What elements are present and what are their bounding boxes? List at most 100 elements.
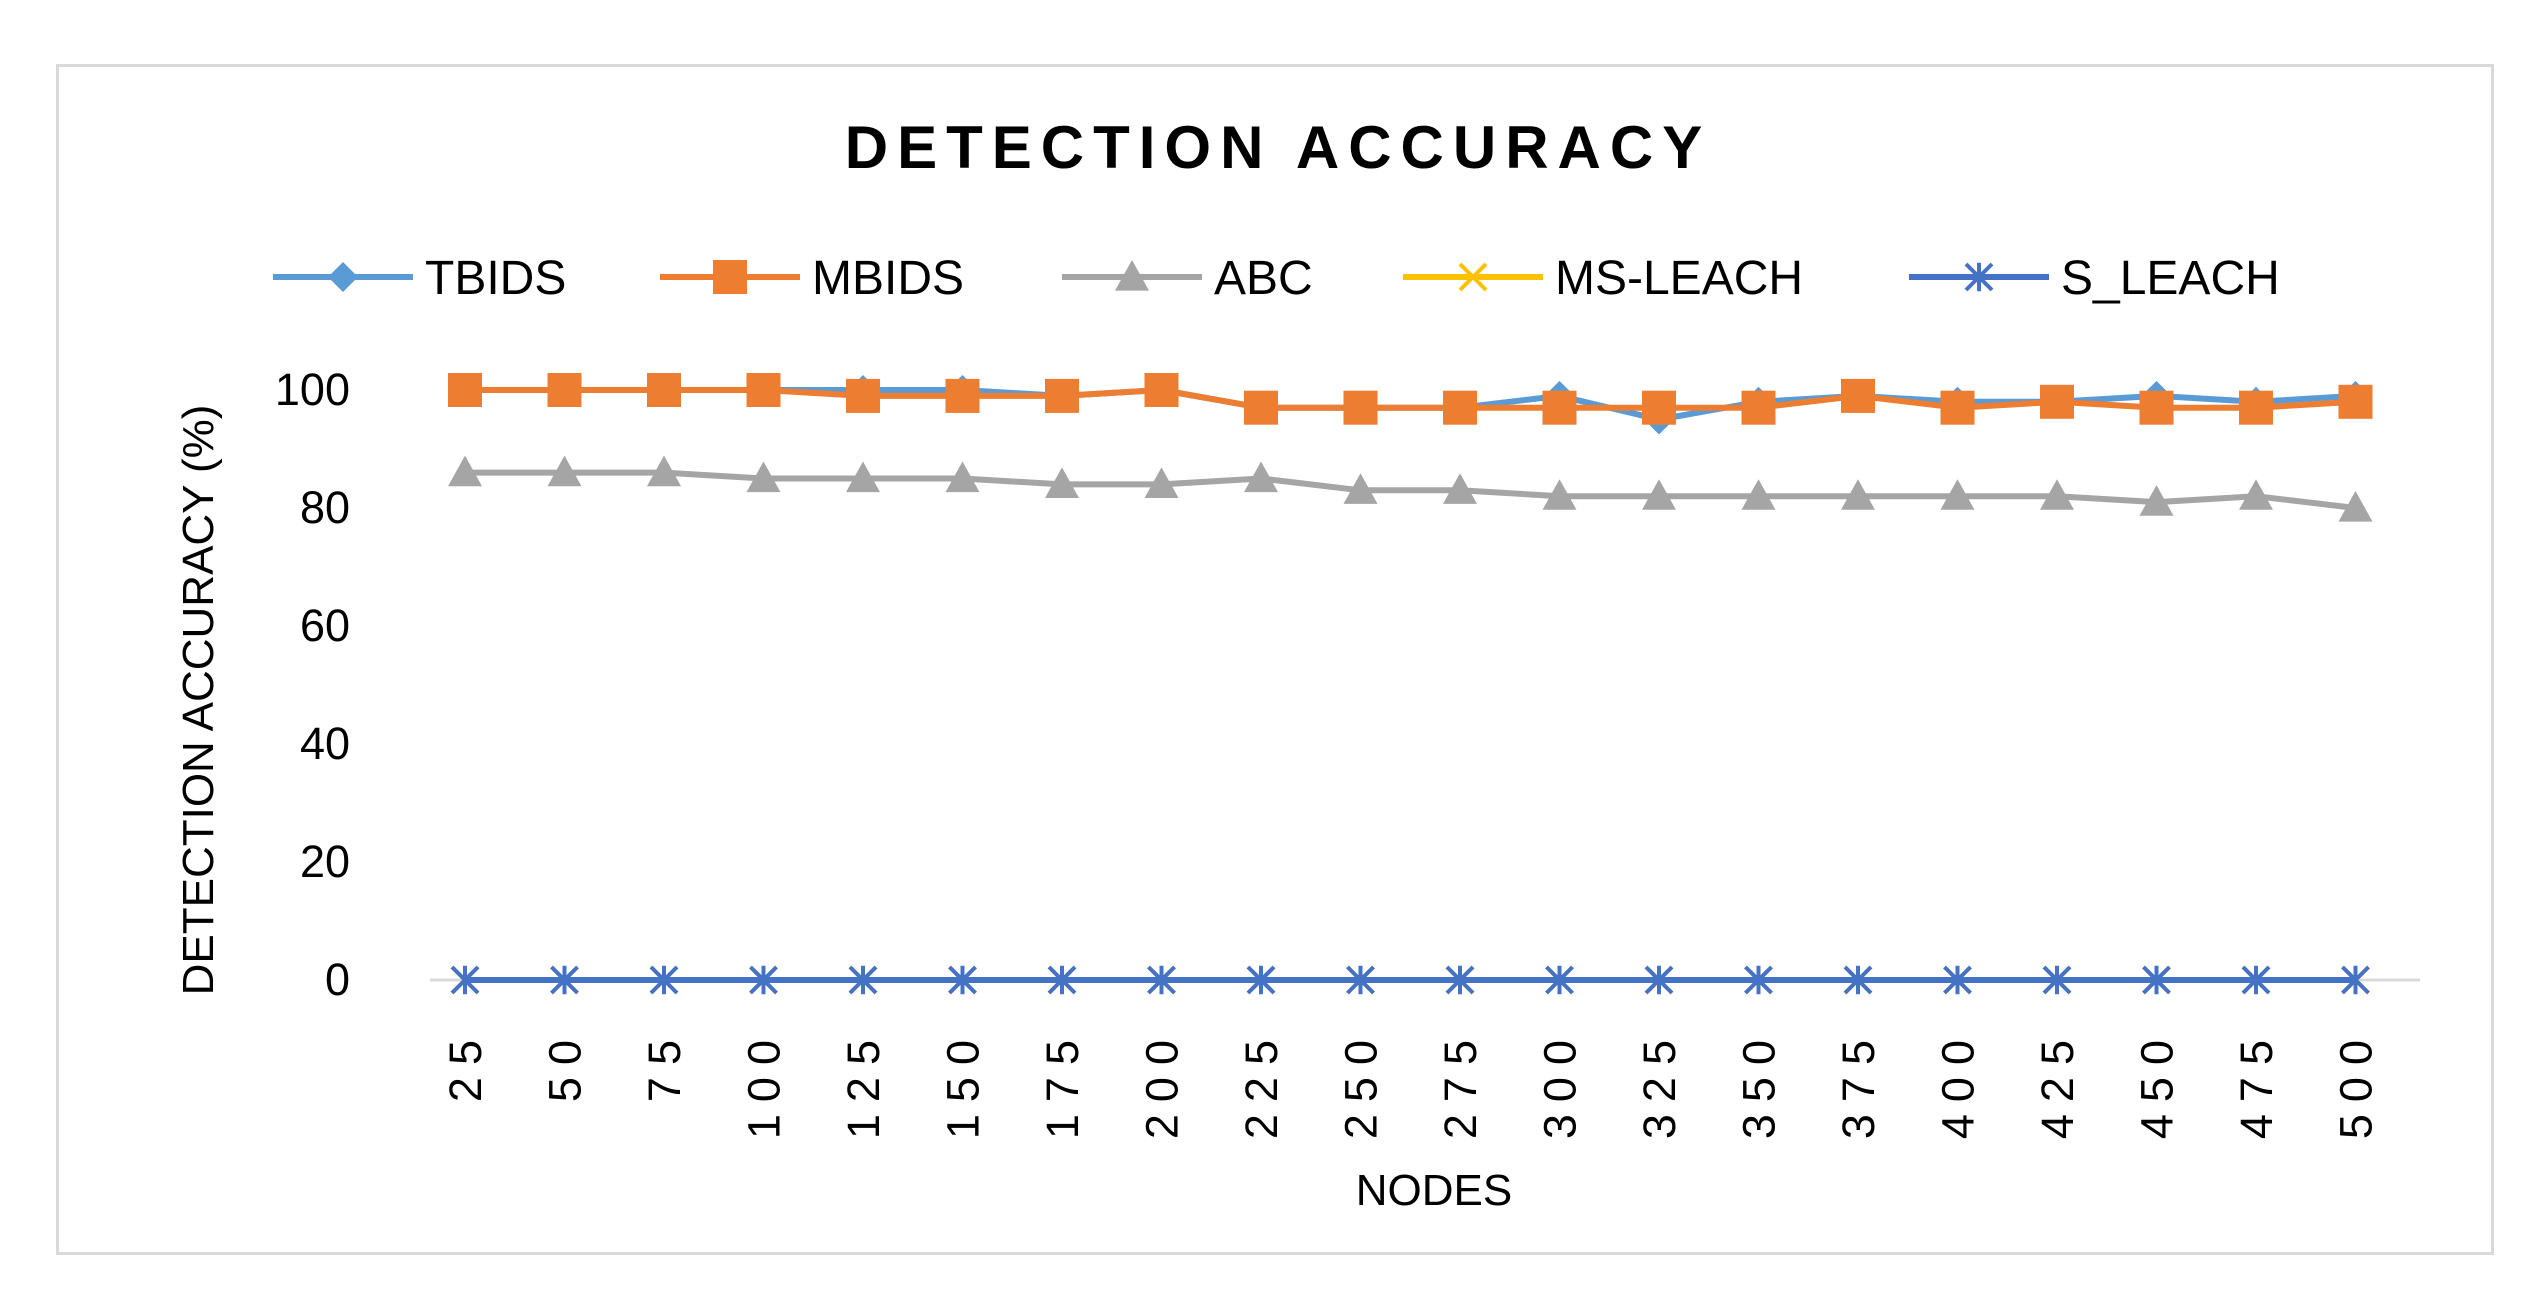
point-S_LEACH-100 <box>749 965 778 995</box>
point-ABC-375 <box>1841 479 1875 510</box>
point-ABC-300 <box>1542 479 1577 510</box>
point-S_LEACH-450 <box>2142 965 2171 995</box>
x-tick-label-325: 325 <box>1634 1028 1685 1139</box>
series-MBIDS <box>448 373 2373 425</box>
point-MBIDS-500 <box>2338 384 2373 419</box>
x-tick-label-425: 425 <box>2032 1028 2083 1139</box>
point-S_LEACH-325 <box>1644 965 1674 995</box>
x-tick-label-450: 450 <box>2132 1028 2183 1139</box>
y-tick-label-40: 40 <box>300 718 350 769</box>
point-S_LEACH-275 <box>1445 965 1475 995</box>
point-MBIDS-350 <box>1741 390 1776 425</box>
x-tick-label-100: 100 <box>739 1028 790 1139</box>
legend-marker-S_LEACH <box>1964 262 1994 292</box>
point-MBIDS-225 <box>1244 390 1278 425</box>
point-MBIDS-300 <box>1542 390 1577 425</box>
legend: TBIDS MBIDS ABC MS-LEACH S_LEACH <box>273 252 2280 305</box>
point-S_LEACH-375 <box>1843 965 1873 995</box>
point-ABC-125 <box>846 461 880 493</box>
y-tick-label-60: 60 <box>300 600 350 651</box>
point-MBIDS-400 <box>1940 390 1975 425</box>
x-tick-label-475: 475 <box>2231 1028 2282 1139</box>
legend-label-MS-LEACH: MS-LEACH <box>1555 252 1803 305</box>
point-ABC-450 <box>2139 485 2174 516</box>
point-MBIDS-275 <box>1443 390 1477 425</box>
point-MBIDS-175 <box>1045 378 1079 413</box>
point-MBIDS-375 <box>1841 378 1875 413</box>
point-MBIDS-200 <box>1144 373 1179 407</box>
point-ABC-400 <box>1940 479 1975 510</box>
point-ABC-100 <box>746 461 781 493</box>
point-ABC-75 <box>647 455 681 487</box>
series-ABC <box>448 455 2373 522</box>
legend-marker-MBIDS <box>713 260 747 294</box>
y-tick-label-100: 100 <box>275 364 350 415</box>
series-line-ABC <box>465 469 2356 511</box>
point-ABC-425 <box>2040 479 2074 510</box>
point-S_LEACH-400 <box>1943 965 1972 995</box>
point-MBIDS-450 <box>2139 390 2174 425</box>
point-ABC-325 <box>1642 479 1676 510</box>
x-tick-label-25: 25 <box>440 1028 491 1102</box>
point-S_LEACH-125 <box>848 965 878 995</box>
point-MBIDS-150 <box>945 378 980 413</box>
x-tick-label-200: 200 <box>1137 1028 1188 1139</box>
point-MBIDS-25 <box>448 373 482 407</box>
x-tick-label-275: 275 <box>1435 1028 1486 1139</box>
point-ABC-225 <box>1244 461 1278 493</box>
x-tick-label-350: 350 <box>1734 1028 1785 1139</box>
point-ABC-150 <box>945 461 980 493</box>
x-tick-label-250: 250 <box>1336 1028 1387 1139</box>
point-MBIDS-325 <box>1642 390 1676 425</box>
x-tick-label-400: 400 <box>1933 1028 1984 1139</box>
point-ABC-500 <box>2338 491 2373 522</box>
point-MBIDS-250 <box>1343 390 1378 425</box>
x-axis: 25 50 75 100 125 150 175 200 225 250 275 300 325 350 3… <box>430 978 2420 1139</box>
point-ABC-350 <box>1741 479 1776 510</box>
point-MBIDS-475 <box>2239 390 2273 425</box>
point-ABC-175 <box>1045 467 1079 498</box>
x-axis-label: NODES <box>1356 1166 1512 1215</box>
point-ABC-475 <box>2239 479 2273 510</box>
point-S_LEACH-150 <box>948 965 977 995</box>
series-S_LEACH <box>450 965 2370 995</box>
y-axis: 0 20 40 60 80 100 <box>275 364 350 1005</box>
y-tick-label-0: 0 <box>325 954 350 1005</box>
legend-label-TBIDS: TBIDS <box>425 252 566 305</box>
x-tick-label-125: 125 <box>838 1028 889 1139</box>
y-tick-label-20: 20 <box>300 836 350 887</box>
legend-label-ABC: ABC <box>1214 252 1313 305</box>
x-tick-label-500: 500 <box>2331 1028 2382 1139</box>
y-tick-label-80: 80 <box>300 482 350 533</box>
legend-item-MBIDS: MBIDS <box>660 252 964 305</box>
point-S_LEACH-350 <box>1744 965 1773 995</box>
x-tick-label-50: 50 <box>540 1028 591 1102</box>
x-tick-label-375: 375 <box>1833 1028 1884 1139</box>
point-S_LEACH-425 <box>2042 965 2072 995</box>
point-S_LEACH-500 <box>2341 965 2370 995</box>
legend-label-S_LEACH: S_LEACH <box>2061 252 2280 305</box>
x-tick-label-300: 300 <box>1535 1028 1586 1139</box>
point-S_LEACH-300 <box>1545 965 1574 995</box>
point-ABC-25 <box>448 455 482 487</box>
x-tick-label-225: 225 <box>1236 1028 1287 1139</box>
point-MBIDS-125 <box>846 378 880 413</box>
point-ABC-200 <box>1144 467 1179 498</box>
point-S_LEACH-250 <box>1346 965 1375 995</box>
legend-item-MS-LEACH: MS-LEACH <box>1403 252 1803 305</box>
point-S_LEACH-25 <box>450 965 480 995</box>
point-S_LEACH-50 <box>550 965 579 995</box>
point-MBIDS-100 <box>746 373 781 407</box>
point-MBIDS-75 <box>647 373 681 407</box>
legend-item-S_LEACH: S_LEACH <box>1909 252 2280 305</box>
point-S_LEACH-175 <box>1047 965 1077 995</box>
y-axis-label: DETECTION ACCURACY (%) <box>174 405 223 996</box>
x-tick-label-175: 175 <box>1037 1028 1088 1139</box>
point-MBIDS-50 <box>547 373 582 407</box>
point-S_LEACH-225 <box>1246 965 1276 995</box>
x-tick-label-150: 150 <box>938 1028 989 1139</box>
point-ABC-250 <box>1343 473 1378 504</box>
point-MBIDS-425 <box>2040 384 2074 419</box>
chart-title: DETECTION ACCURACY <box>845 114 1711 181</box>
